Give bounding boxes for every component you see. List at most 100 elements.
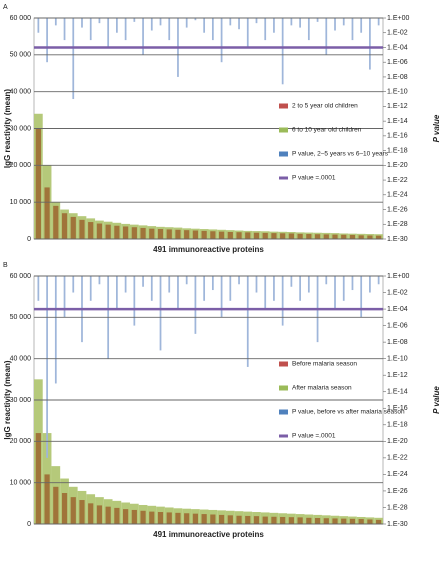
bar (131, 227, 137, 239)
legend-swatch (279, 103, 288, 109)
p-value-bar (116, 276, 118, 310)
p-value-bar (342, 18, 345, 26)
bar (105, 506, 111, 524)
legend-swatch (279, 385, 288, 391)
p-value-bar (133, 18, 136, 22)
bar (367, 519, 373, 524)
p-value-bar (159, 18, 162, 26)
p-value-bar (37, 276, 40, 301)
p-value-bar (177, 276, 179, 310)
y2-tick-label: 1.E-08 (387, 74, 408, 81)
p-value-bar (377, 276, 380, 285)
x-axis-label: 491 immunoreactive proteins (153, 530, 264, 539)
p-value-bar (124, 276, 127, 293)
y-tick-label: 40 000 (10, 89, 32, 96)
bar (35, 128, 41, 239)
y2-tick-label: 1.E-30 (387, 521, 408, 528)
p-value-bar (54, 276, 57, 384)
y-tick-label: 10 000 (10, 480, 32, 487)
y2-tick-label: 1.E-20 (387, 162, 408, 169)
p-value-bar (342, 276, 345, 301)
y2-tick-label: 1.E-04 (387, 44, 408, 51)
legend-label: P value =.0001 (292, 175, 336, 182)
bar (297, 233, 303, 239)
y2-tick-label: 1.E-22 (387, 455, 408, 462)
p-value-bar (133, 276, 136, 326)
y-tick-label: 20 000 (10, 162, 32, 169)
bar (88, 503, 94, 524)
p-value-bar (81, 18, 83, 28)
p-value-bar (72, 18, 75, 100)
p-value-bar (273, 276, 275, 301)
p-value-bar (185, 18, 188, 28)
p-value-bar (299, 18, 301, 28)
bar (201, 514, 207, 524)
p-value-bar (316, 18, 319, 22)
y-axis-label: IgG reactivity (mean) (3, 89, 12, 168)
bar (140, 227, 146, 239)
p-value-bar (246, 276, 249, 367)
panel-label: A (3, 4, 8, 11)
p-value-bar (273, 18, 275, 33)
p-value-bar (63, 276, 66, 318)
bar (236, 232, 242, 239)
bar (131, 509, 137, 524)
bar (166, 229, 172, 239)
legend-label: P value, before vs after malaria season (292, 409, 405, 416)
bar (332, 518, 338, 524)
p-value-bar (325, 276, 328, 285)
p-value-bar (159, 276, 162, 351)
legend-swatch (279, 434, 288, 438)
legend-label: P value, 2–5 years vs 6–10 years (292, 151, 389, 158)
bar (323, 518, 329, 524)
bar (157, 512, 164, 524)
bar (88, 222, 94, 239)
bar (149, 511, 155, 524)
p-value-bar (281, 276, 284, 326)
p-value-bar (360, 18, 363, 33)
p-value-bar (334, 276, 336, 310)
y-tick-label: 30 000 (10, 125, 32, 132)
bar (157, 229, 164, 239)
p-value-bar (89, 18, 92, 41)
bar (114, 225, 120, 239)
p-value-bar (229, 18, 232, 26)
p-value-bar (299, 276, 301, 301)
bar (314, 518, 321, 524)
y-tick-label: 10 000 (10, 199, 32, 206)
bar (122, 509, 129, 524)
y-axis-label: IgG reactivity (mean) (3, 360, 12, 439)
bar (105, 224, 111, 239)
y2-tick-label: 1.E-10 (387, 89, 408, 96)
p-value-bar (281, 18, 284, 85)
bar (271, 233, 277, 239)
p-value-bar (238, 276, 240, 285)
p-value-bar (150, 18, 153, 31)
y2-tick-label: 1.E-12 (387, 372, 408, 379)
p-value-bar (369, 276, 371, 293)
y-tick-label: 60 000 (10, 15, 32, 22)
y2-tick-label: 1.E-16 (387, 405, 408, 412)
p-value-bar (89, 276, 92, 301)
bar (44, 474, 50, 524)
bar (253, 232, 260, 239)
bar (149, 228, 155, 239)
bar (341, 234, 347, 239)
y-tick-label: 60 000 (10, 273, 32, 280)
p-value-bar (72, 276, 75, 293)
bar (96, 505, 103, 524)
p-value-bar (264, 18, 267, 41)
bar (227, 515, 233, 524)
bar (227, 232, 233, 239)
bar (61, 213, 68, 239)
bar (79, 219, 85, 239)
y2-tick-label: 1.E-04 (387, 306, 408, 313)
p-value-bar (255, 18, 258, 24)
bar (288, 233, 295, 239)
p-value-bar (194, 276, 197, 334)
y2-axis-label: P value (432, 114, 441, 142)
bar (253, 516, 260, 524)
y-tick-label: 40 000 (10, 356, 32, 363)
bar (210, 514, 216, 524)
bar (114, 507, 120, 524)
